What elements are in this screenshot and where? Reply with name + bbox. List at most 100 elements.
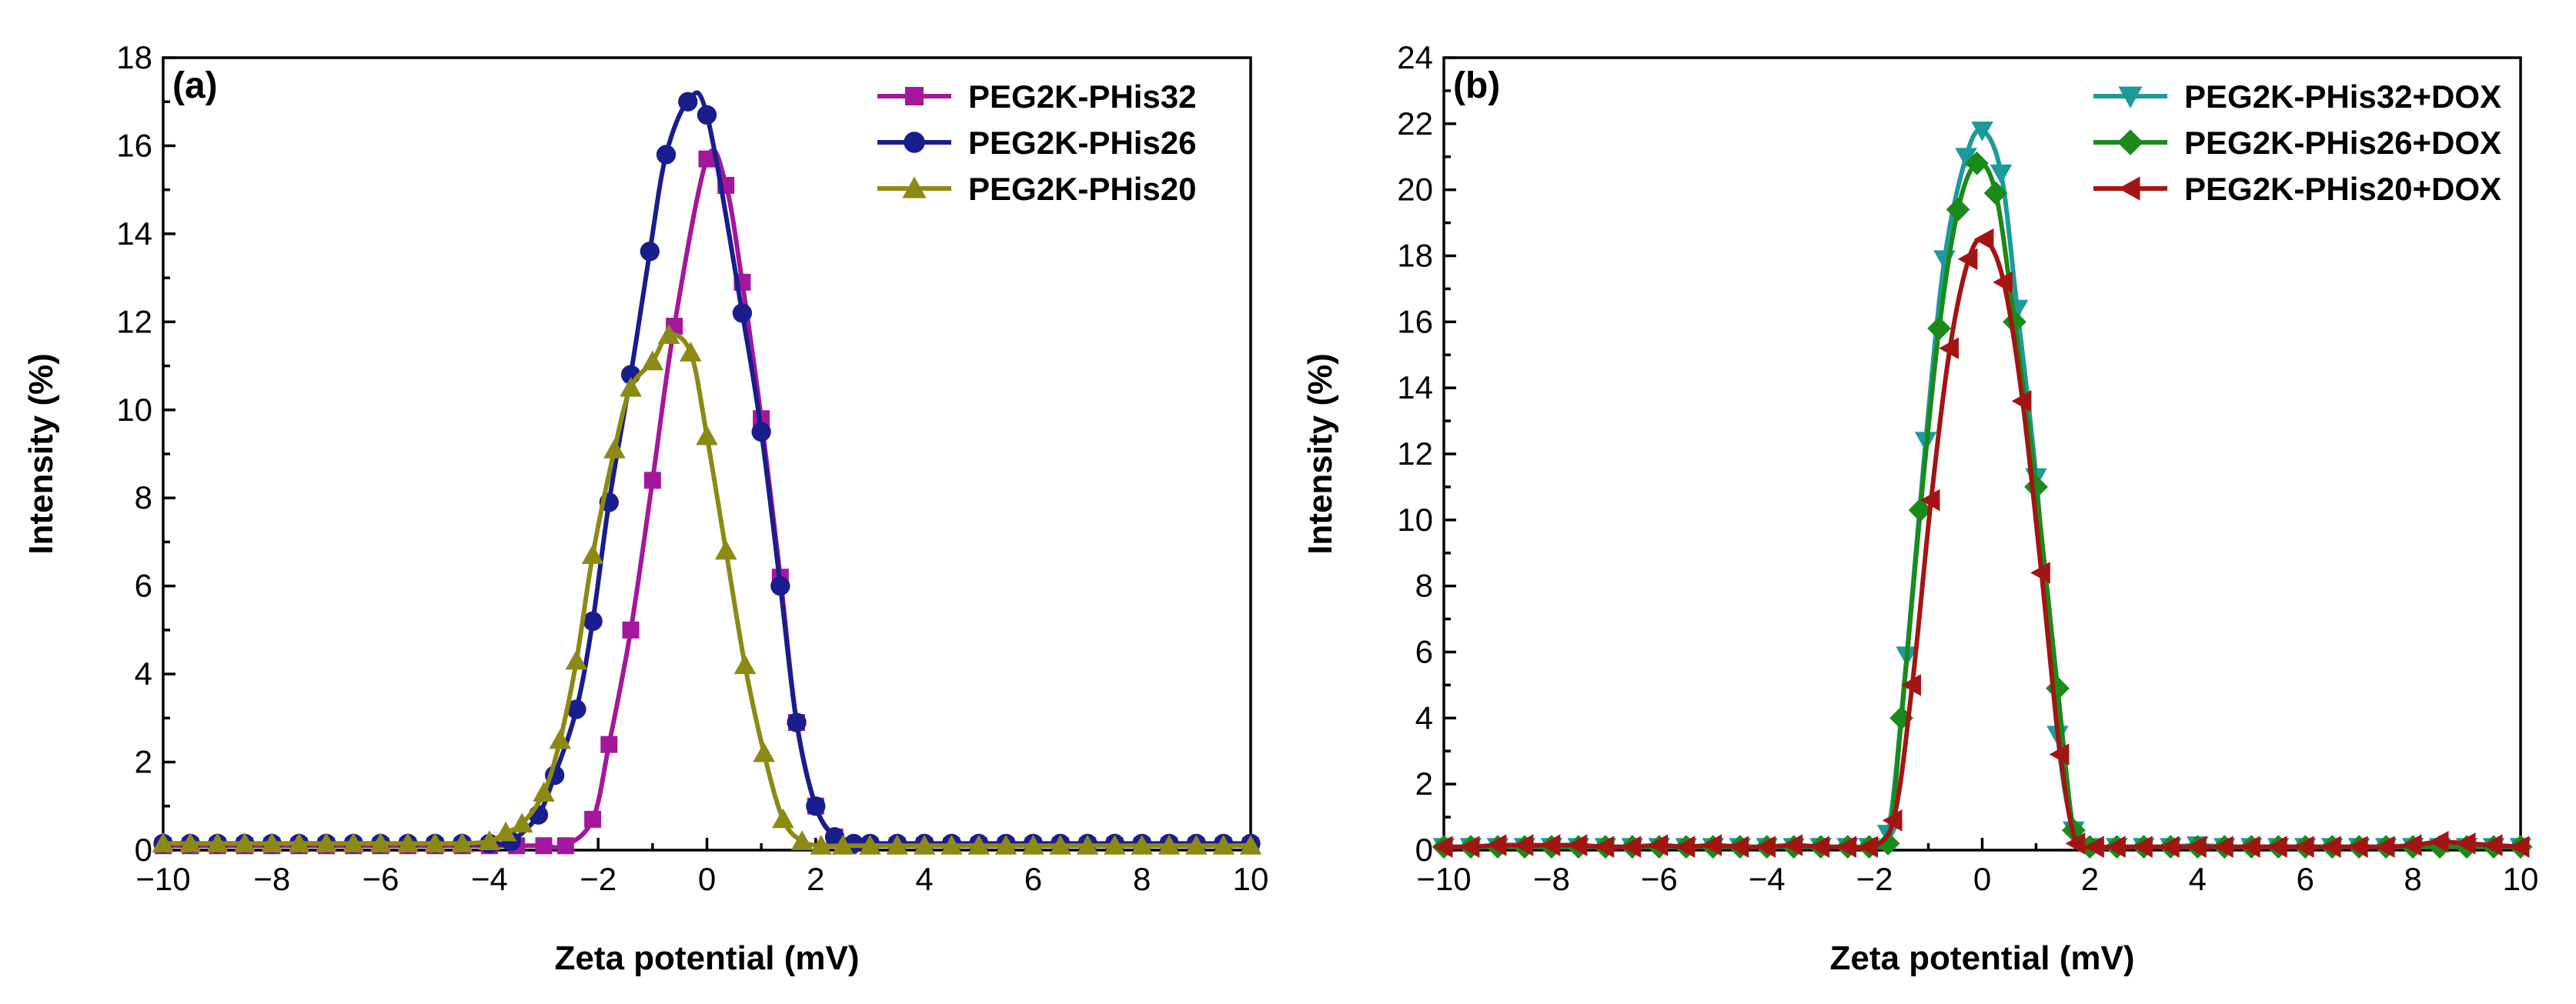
data-point: [315, 832, 338, 852]
data-point: [1567, 834, 1588, 856]
data-point: [1239, 834, 1262, 855]
y-tick-label: 20: [1397, 172, 1433, 208]
legend-entry: PEG2K-PHis26: [877, 125, 1196, 161]
y-tick-label: 24: [1397, 39, 1433, 75]
data-point: [698, 150, 716, 168]
data-point: [1876, 832, 1900, 856]
data-point: [1957, 248, 1978, 271]
data-point: [787, 712, 807, 732]
data-point: [2187, 836, 2207, 859]
x-tick-label: −4: [1749, 861, 1786, 897]
data-point: [1809, 836, 1830, 859]
data-point: [533, 782, 555, 802]
series-PEG2K-PHis32+DOX: [1432, 121, 2532, 859]
data-point: [2024, 475, 2048, 499]
data-point: [1990, 164, 2013, 185]
x-tick-label: −8: [253, 861, 290, 897]
y-tick-label: 6: [1415, 634, 1433, 670]
data-point: [732, 303, 753, 323]
data-point: [772, 808, 794, 829]
data-point: [1621, 836, 1642, 859]
y-tick-label: 14: [1397, 369, 1433, 405]
x-tick-label: 10: [2503, 861, 2539, 897]
legend-label: PEG2K-PHis26: [968, 125, 1196, 161]
x-tick-label: 4: [915, 861, 933, 897]
data-point: [657, 324, 680, 344]
data-point: [733, 654, 757, 675]
data-point: [751, 422, 771, 442]
data-point: [1965, 151, 1989, 175]
x-tick-label: 10: [1233, 861, 1269, 897]
x-tick-label: −2: [1856, 861, 1893, 897]
data-point: [1459, 836, 1480, 859]
data-point: [2133, 836, 2153, 859]
data-point: [179, 832, 202, 852]
legend-marker: [2118, 176, 2140, 201]
data-point: [967, 834, 991, 855]
x-tick-label: −6: [363, 861, 399, 897]
data-point: [556, 837, 574, 855]
data-point: [790, 830, 814, 850]
data-point: [2106, 836, 2126, 859]
y-tick-label: 10: [116, 392, 152, 428]
y-tick-label: 2: [135, 744, 152, 780]
data-point: [886, 834, 909, 855]
data-point: [583, 611, 603, 632]
data-point: [2267, 836, 2287, 859]
data-point: [1540, 834, 1561, 856]
series-PEG2K-PHis26+DOX: [1432, 151, 2533, 859]
data-point: [1782, 834, 1803, 856]
data-point: [622, 621, 640, 639]
data-point: [2455, 832, 2476, 855]
x-tick-label: 2: [2081, 861, 2099, 897]
x-tick-label: −10: [135, 861, 190, 897]
data-point: [620, 376, 642, 397]
data-point: [206, 832, 229, 852]
x-tick-label: 6: [1024, 861, 1042, 897]
data-point: [1212, 834, 1235, 855]
data-point: [1993, 271, 2013, 294]
data-point: [941, 834, 963, 855]
data-point: [1049, 834, 1072, 855]
legend-label: PEG2K-PHis32+DOX: [2184, 78, 2501, 115]
data-point: [2240, 836, 2260, 859]
data-point: [2213, 836, 2234, 859]
data-point: [1756, 836, 1776, 859]
data-point: [831, 834, 854, 855]
y-tick-label: 0: [135, 832, 152, 868]
series-PEG2K-PHis20: [152, 324, 1262, 855]
data-point: [1927, 316, 1951, 341]
data-point: [641, 350, 664, 371]
data-point: [233, 832, 256, 852]
data-point: [2160, 836, 2180, 859]
legend-marker: [2118, 86, 2143, 108]
data-point: [600, 735, 618, 753]
data-point: [549, 729, 572, 749]
data-point: [1919, 489, 1940, 512]
y-axis-title: Intensity (%): [1301, 353, 1339, 555]
legend-entry: PEG2K-PHis20: [877, 171, 1196, 207]
data-point: [1185, 834, 1208, 855]
data-point: [494, 821, 517, 842]
data-point: [342, 832, 365, 852]
data-point: [288, 832, 310, 852]
x-tick-label: 6: [2297, 861, 2314, 897]
y-tick-label: 12: [116, 303, 152, 339]
data-point: [2320, 836, 2341, 859]
data-point: [696, 425, 718, 445]
legend-marker: [905, 87, 924, 105]
y-tick-label: 8: [1415, 568, 1433, 604]
data-point: [1702, 834, 1722, 856]
series-line: [1443, 235, 2521, 851]
data-point: [806, 796, 826, 816]
y-tick-label: 6: [135, 568, 152, 604]
series-PEG2K-PHis20+DOX: [1432, 228, 2530, 859]
x-tick-label: 0: [698, 861, 716, 897]
data-point: [478, 830, 501, 850]
x-tick-label: 8: [1133, 861, 1151, 897]
data-point: [2065, 832, 2086, 855]
data-point: [535, 837, 553, 855]
data-point: [680, 342, 702, 362]
data-point: [2509, 836, 2530, 859]
data-point: [1946, 198, 1970, 222]
